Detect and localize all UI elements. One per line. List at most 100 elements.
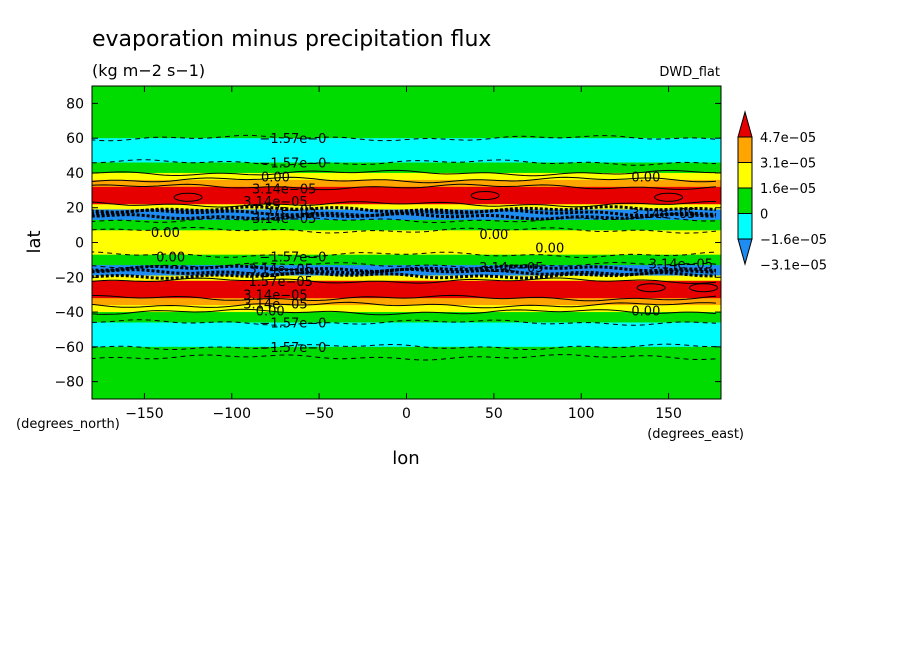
contour-line-14	[92, 267, 717, 277]
contour-label-4: 3.14e−05	[252, 183, 316, 198]
colorbar-label-1: 3.1e−05	[760, 157, 816, 172]
contour-line-6	[92, 205, 717, 214]
contour-label-14: 3.14e−05	[249, 263, 313, 278]
contour-label-0: −1.57e−0	[259, 132, 326, 147]
contour-line-2	[92, 169, 716, 177]
x-tick-label-6: 150	[655, 406, 682, 422]
zonal-band-3	[92, 162, 721, 174]
contour-label-8: 3.14e−05	[631, 207, 695, 222]
zonal-band-1	[92, 127, 721, 139]
contour-lines	[92, 134, 717, 361]
zonal-band-9	[92, 219, 721, 231]
y-tick-label-8: −80	[54, 375, 84, 391]
y-tick-label-2: 40	[66, 166, 84, 182]
chart-title: evaporation minus precipitation flux	[92, 27, 491, 52]
contour-line-3	[92, 176, 717, 184]
zonal-band-15	[92, 298, 721, 306]
y-tick-label-1: 60	[66, 131, 84, 147]
contour-label-2: 0.00	[261, 170, 290, 185]
contour-label-10: 0.00	[479, 228, 508, 243]
colorbar-segment-1	[737, 162, 753, 189]
x-axis-label: lon	[392, 448, 419, 469]
colorbar-segment-3	[737, 213, 753, 240]
model-name: DWD_flat	[659, 65, 720, 80]
contour-line-4	[92, 183, 717, 191]
zonal-band-17	[92, 312, 721, 323]
contour-line-11	[92, 251, 717, 259]
contour-label-16: 3.14e−05	[649, 257, 713, 272]
contour-label-23: −1.57e−0	[259, 341, 326, 356]
contour-label-22: −1.57e−0	[259, 316, 326, 331]
y-tick-label-6: −40	[54, 305, 84, 321]
zonal-band-18	[92, 322, 721, 348]
contour-label-17: 1.57e−05	[249, 275, 313, 290]
contour-label-6: 1.57e−05	[252, 203, 316, 218]
maximum-cell-2	[470, 191, 500, 201]
x-axis: −150 −100 −50 0 50 100 150	[125, 86, 682, 422]
y-tick-label-5: −20	[54, 270, 84, 286]
zonal-band-7	[92, 204, 721, 210]
contour-line-22	[92, 354, 717, 361]
contour-label-12: 0.00	[156, 250, 185, 265]
contour-line-12	[92, 262, 717, 269]
y-tick-label-3: 20	[66, 201, 84, 217]
x-tick-label-4: 50	[485, 406, 503, 422]
x-tick-label-2: −50	[304, 406, 334, 422]
x-tick-label-5: 100	[568, 406, 595, 422]
contour-label-3: 0.00	[631, 170, 660, 185]
zonal-band-5	[92, 179, 721, 188]
colorbar-label-3: 0	[760, 208, 768, 223]
x-axis-units: (degrees_east)	[647, 427, 744, 442]
maximum-cell-3	[689, 283, 719, 293]
zonal-band-11	[92, 254, 721, 266]
y-tick-label-7: −60	[54, 340, 84, 356]
contour-label-20: 0.00	[256, 304, 285, 319]
zonal-band-20	[92, 357, 721, 399]
maximum-cell-4	[636, 283, 666, 293]
contour-line-9	[92, 216, 717, 224]
x-tick-label-3: 0	[402, 406, 411, 422]
maximum-cell-1	[654, 192, 684, 202]
colorbar-extend-min	[737, 238, 753, 266]
y-axis-units: (degrees_north)	[16, 417, 120, 432]
contour-labels: −1.57e−0−1.57e−00.00 0.003.14e−053.14e−05…	[151, 132, 713, 356]
colorbar-label-0: 4.7e−05	[760, 131, 816, 146]
zonal-band-4	[92, 172, 721, 181]
heatmap-field	[92, 86, 721, 399]
contour-label-7: 3.14e−05	[252, 212, 316, 227]
contour-line-17	[92, 294, 717, 302]
contour-label-5: 3.14e−05	[243, 195, 307, 210]
contour-label-21: 0.00	[631, 304, 660, 319]
colorbar-segment-0	[737, 136, 753, 163]
contour-line-10	[92, 226, 717, 234]
contour-line-16	[92, 277, 717, 284]
contour-label-15: 3.14e−05	[479, 261, 543, 276]
contour-label-1: −1.57e−0	[259, 157, 326, 172]
contour-line-0	[92, 134, 717, 142]
colorbar-label-2: 1.6e−05	[760, 182, 816, 197]
contour-line-7	[92, 208, 717, 218]
zonal-band-16	[92, 305, 721, 313]
zonal-band-0	[92, 86, 721, 129]
x-tick-label-1: −100	[213, 406, 251, 422]
chart-units: (kg m−2 s−1)	[92, 61, 205, 80]
contour-label-18: 3.14e−05	[243, 289, 307, 304]
colorbar-label-4: −1.6e−05	[760, 233, 827, 248]
zonal-band-14	[92, 280, 721, 299]
zonal-band-19	[92, 346, 721, 358]
maximum-cell-0	[173, 192, 203, 202]
x-tick-label-0: −150	[125, 406, 163, 422]
contour-label-13: −1.57e−0	[259, 250, 326, 265]
zonal-band-6	[92, 186, 721, 205]
y-axis: 80 60 40 20 0 −20 −40 −60 −80	[54, 96, 721, 391]
contour-label-11: 0.00	[535, 242, 564, 257]
zonal-band-10	[92, 230, 721, 256]
colorbar-segment-2	[737, 187, 753, 214]
contour-line-1	[92, 159, 717, 166]
colorbar-label-5: −3.1e−05	[760, 259, 827, 274]
contour-line-19	[92, 308, 717, 316]
contour-line-21	[92, 343, 716, 351]
colorbar: 4.7e−05 3.1e−05 1.6e−05 0 −1.6e−05 −3.1e−05	[737, 110, 827, 274]
zonal-band-2	[92, 138, 721, 164]
